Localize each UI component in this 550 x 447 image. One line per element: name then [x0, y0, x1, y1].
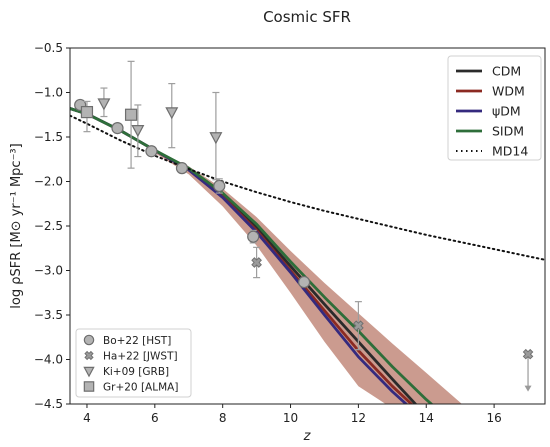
data-point	[145, 145, 158, 158]
data-group-ha-22-jwst	[251, 246, 534, 392]
x-tick-label: 14	[419, 411, 434, 425]
legend-label: WDM	[492, 84, 525, 99]
legend-marker	[83, 334, 95, 346]
data-group-ki-09-grb	[97, 82, 223, 181]
legend-data-box	[75, 328, 192, 398]
upper-limit-arrowhead	[524, 385, 532, 392]
x-tick-label: 16	[486, 411, 501, 425]
y-tick-label: −4.5	[34, 397, 63, 411]
legend-label: Gr+20 [ALMA]	[103, 382, 178, 394]
data-point	[97, 98, 111, 111]
data-point	[165, 107, 179, 120]
data-point	[298, 275, 311, 289]
data-point	[251, 257, 262, 268]
y-tick-label: −2.0	[34, 175, 63, 189]
y-tick-label: −1.5	[34, 130, 63, 144]
model-uncertainty-band	[154, 149, 462, 404]
data-point	[111, 122, 124, 135]
legend-marker	[83, 381, 95, 392]
y-axis-label: log ρSFR [M⊙ yr⁻¹ Mpc⁻³]	[9, 143, 24, 308]
axes: 4 6 8 10 12 14 16 −0.5 −1.0 −1.5 −2.0 −2.5 −3.0 −3.5 −…	[34, 41, 502, 425]
legend-label: SIDM	[492, 124, 524, 139]
x-tick-label: 4	[83, 411, 91, 425]
y-tick-label: −1.0	[34, 86, 63, 100]
x-tick-label: 6	[151, 411, 159, 425]
data-point	[522, 348, 534, 360]
data-point	[80, 105, 94, 119]
legend-marker	[83, 366, 95, 378]
data-point	[175, 162, 189, 175]
data-point	[213, 179, 226, 193]
legend-label: MD14	[492, 144, 528, 159]
legend-label: Bo+22 [HST]	[103, 335, 171, 347]
y-tick-label: −4.0	[34, 353, 63, 367]
x-axis-label: z	[303, 429, 312, 444]
x-tick-label: 10	[283, 411, 298, 425]
x-tick-label: 8	[219, 411, 227, 425]
data-point	[247, 230, 260, 243]
data-point	[209, 132, 223, 145]
chart-title: Cosmic SFR	[263, 8, 351, 26]
legend-label: CDM	[492, 64, 521, 79]
y-tick-label: −0.5	[34, 41, 63, 55]
legend-label: Ha+22 [JWST]	[103, 351, 178, 363]
y-tick-label: −3.5	[34, 308, 63, 322]
plot-area	[70, 60, 545, 404]
data-point	[124, 108, 138, 121]
legend-models-box	[447, 55, 542, 161]
legend-label: Ki+09 [GRB]	[103, 366, 169, 378]
legend-models: CDM WDM ψDM SIDM MD14	[447, 55, 542, 161]
data-point	[353, 320, 364, 332]
legend-data: Bo+22 [HST] Ha+22 [JWST] Ki+09 [GRB] Gr+20 …	[75, 328, 192, 398]
legend-label: ψDM	[492, 104, 521, 119]
legend-marker	[84, 350, 94, 361]
y-tick-label: −3.0	[34, 264, 63, 278]
y-tick-label: −2.5	[34, 219, 63, 233]
data-point	[131, 125, 145, 138]
data-group-gr-20-alma	[80, 60, 138, 169]
x-tick-label: 12	[351, 411, 366, 425]
